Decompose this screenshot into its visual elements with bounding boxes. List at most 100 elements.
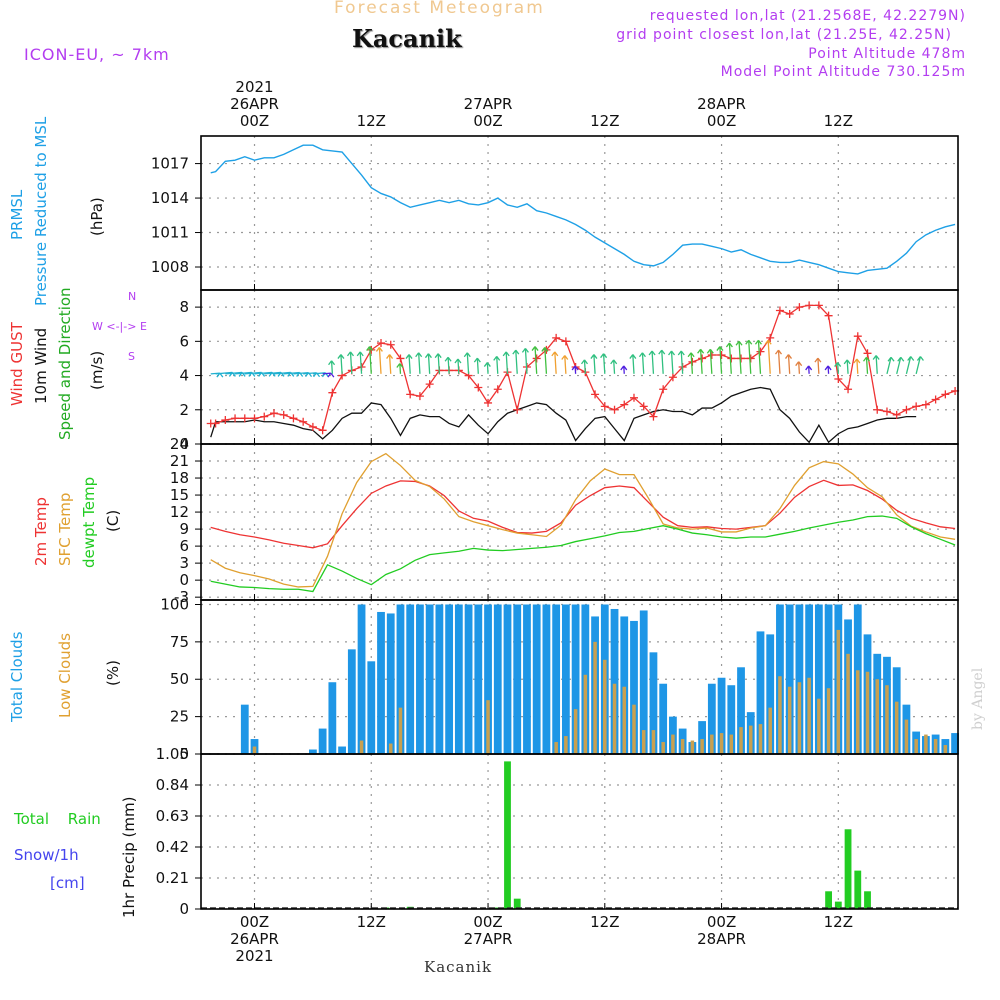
wind-arrow <box>512 349 520 374</box>
wind-arrow <box>590 354 598 374</box>
gust-marker <box>756 347 765 356</box>
gust-marker <box>785 309 794 318</box>
y-tick-label: 0.84 <box>156 776 189 794</box>
low-cloud-bar <box>593 641 597 754</box>
requested-coords: requested lon,lat (21.2568E, 42.2279N) <box>649 8 966 24</box>
gust-marker <box>892 410 901 419</box>
total-cloud-bar <box>445 604 454 754</box>
total-cloud-bar <box>542 604 551 754</box>
low-cloud-bar <box>826 688 831 754</box>
wind-arrow <box>600 353 608 374</box>
total-cloud-bar <box>367 661 376 754</box>
low-cloud-bar <box>894 701 899 754</box>
y-tick-label: 0 <box>179 900 189 918</box>
wind-arrow <box>502 351 510 374</box>
low-cloud-bar <box>252 746 257 754</box>
gust-marker <box>600 402 609 411</box>
gust-marker <box>561 337 570 346</box>
top-time-label-line: 12Z <box>590 112 620 130</box>
low-cloud-bar <box>612 683 617 754</box>
y-tick-label: 0.63 <box>156 807 189 825</box>
model-altitude: Model Point Altitude 730.125m <box>720 64 966 80</box>
y-tick-label: 6 <box>179 537 189 555</box>
gust-marker <box>308 422 317 431</box>
gust-marker <box>221 416 230 425</box>
wind-arrow <box>610 359 618 374</box>
wind-arrow <box>725 342 733 374</box>
y-tick-label: 0.42 <box>156 838 189 856</box>
total-cloud-bar <box>630 620 638 754</box>
top-time-label: 2021 26APR 00Z <box>215 79 295 130</box>
total-cloud-bar <box>318 728 327 754</box>
gust-marker <box>269 409 278 418</box>
gust-marker <box>396 354 405 363</box>
y-tick-label: 1011 <box>151 224 189 242</box>
gust-marker <box>474 383 483 392</box>
wind-arrow <box>415 352 423 374</box>
low-cloud-bar <box>817 698 821 754</box>
low-cloud-bar <box>583 674 588 754</box>
low-cloud-bar <box>836 629 841 754</box>
gust-marker <box>698 354 707 363</box>
total-cloud-bar <box>659 683 668 754</box>
tsfc-line <box>210 452 956 588</box>
total-cloud-bar <box>454 604 463 754</box>
gust-marker <box>620 400 629 409</box>
total-cloud-bar <box>795 604 804 754</box>
total-cloud-bar <box>425 604 434 754</box>
y-tick-label: 0 <box>179 435 189 453</box>
gust-marker <box>834 374 843 383</box>
snow-unit: [cm] <box>50 874 85 892</box>
wind-arrow <box>434 353 442 374</box>
wind-arrow <box>571 365 579 374</box>
low-cloud-bar <box>885 685 889 754</box>
gust-marker <box>795 303 804 312</box>
top-time-label-line: 00Z <box>239 112 270 130</box>
total-cloud-bar <box>785 604 794 754</box>
total-cloud-bar <box>814 604 823 754</box>
gust-marker <box>707 351 716 360</box>
wind-arrow <box>843 359 851 374</box>
low-cloud-bar <box>739 727 743 754</box>
total-cloud-bar <box>532 604 541 754</box>
total-cloud-bar <box>396 604 405 754</box>
wind-arrow <box>473 357 481 374</box>
pressure-line <box>210 144 956 275</box>
low-cloud-bar <box>690 740 695 754</box>
wind-arrow <box>677 350 685 374</box>
bottom-time-label-line: 12Z <box>823 913 853 931</box>
wind-arrow <box>905 356 915 374</box>
y-tick-label: 24 <box>170 435 189 453</box>
y-tick-label: 25 <box>170 708 189 726</box>
gust-marker <box>367 345 376 354</box>
wind-arrow <box>853 358 861 374</box>
total-cloud-bar <box>513 604 522 754</box>
wind-arrow <box>668 350 676 374</box>
low-cloud-bar <box>603 659 607 754</box>
total-cloud-bar <box>338 746 346 754</box>
bottom-time-label: 12Z <box>331 914 411 931</box>
total-cloud-bar <box>523 604 531 754</box>
y-tick-label: 4 <box>179 367 189 385</box>
compass-we: W <-|-> E <box>92 320 147 333</box>
wind-arrow <box>375 347 383 374</box>
wind-arrow <box>463 352 471 374</box>
y-tick-label: 1.05 <box>156 745 189 763</box>
wind-arrow <box>580 359 589 374</box>
gust-marker <box>260 412 269 421</box>
y-tick-label: 0 <box>179 571 189 589</box>
gust-marker <box>629 393 638 402</box>
bottom-time-label: 12Z <box>798 914 878 931</box>
wind-arrow <box>521 347 529 374</box>
total-cloud-bar <box>484 604 492 754</box>
wind-arrow <box>658 349 666 374</box>
footer-station: Kacanik <box>424 958 493 976</box>
gust-line <box>210 304 956 432</box>
wind-arrow <box>814 357 822 374</box>
rain-bar <box>834 901 842 909</box>
wind-arrow <box>322 372 335 378</box>
low-cloud-bar <box>641 730 646 754</box>
wind-arrow <box>551 351 559 374</box>
dewpt-line <box>210 515 956 593</box>
bottom-time-label-line: 12Z <box>356 913 386 931</box>
